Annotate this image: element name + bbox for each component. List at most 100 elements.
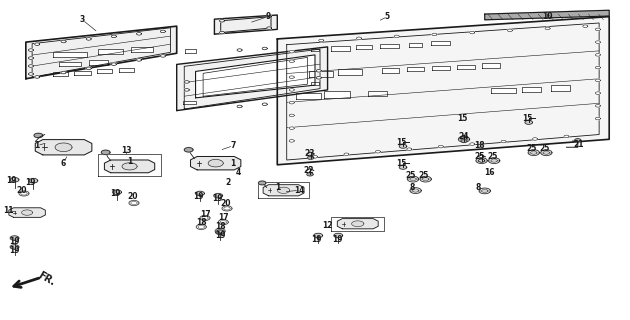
Polygon shape xyxy=(595,105,600,107)
Polygon shape xyxy=(289,76,294,78)
Text: 15: 15 xyxy=(522,114,532,123)
Polygon shape xyxy=(311,82,319,85)
Text: 25: 25 xyxy=(474,152,485,161)
Polygon shape xyxy=(525,121,532,124)
Text: 18: 18 xyxy=(215,222,226,231)
Polygon shape xyxy=(28,65,33,67)
Text: 17: 17 xyxy=(200,210,211,219)
Polygon shape xyxy=(131,47,153,52)
Polygon shape xyxy=(277,187,290,193)
Text: 2: 2 xyxy=(226,178,231,187)
Polygon shape xyxy=(35,43,40,45)
Polygon shape xyxy=(219,20,224,22)
Text: 20: 20 xyxy=(127,192,138,201)
Polygon shape xyxy=(532,138,537,140)
Polygon shape xyxy=(89,60,108,65)
Polygon shape xyxy=(61,40,66,43)
Polygon shape xyxy=(338,69,362,75)
Text: 4: 4 xyxy=(236,168,241,177)
Polygon shape xyxy=(237,49,242,51)
Polygon shape xyxy=(432,33,437,36)
Polygon shape xyxy=(52,52,87,57)
Text: 14: 14 xyxy=(294,186,304,195)
Polygon shape xyxy=(137,59,142,61)
Polygon shape xyxy=(484,10,609,20)
Polygon shape xyxy=(316,76,321,79)
Polygon shape xyxy=(528,150,539,156)
Polygon shape xyxy=(564,135,569,138)
Text: 25: 25 xyxy=(527,144,537,153)
Polygon shape xyxy=(9,208,45,217)
Polygon shape xyxy=(190,156,241,170)
Text: 20: 20 xyxy=(16,186,26,195)
Text: 19: 19 xyxy=(312,235,322,244)
Polygon shape xyxy=(262,103,267,106)
Text: 5: 5 xyxy=(385,12,390,21)
Polygon shape xyxy=(408,176,419,182)
Text: 22: 22 xyxy=(304,166,314,175)
Polygon shape xyxy=(357,37,362,40)
Polygon shape xyxy=(331,46,350,51)
Polygon shape xyxy=(262,47,267,50)
Polygon shape xyxy=(35,140,92,155)
Text: 15: 15 xyxy=(396,138,407,147)
Polygon shape xyxy=(101,150,110,155)
Polygon shape xyxy=(595,66,600,69)
Polygon shape xyxy=(28,73,33,75)
Polygon shape xyxy=(312,156,318,158)
Polygon shape xyxy=(96,69,112,74)
Polygon shape xyxy=(161,55,166,57)
Text: 18: 18 xyxy=(474,141,485,150)
Polygon shape xyxy=(137,33,142,35)
Polygon shape xyxy=(469,31,474,34)
Polygon shape xyxy=(266,15,272,18)
Polygon shape xyxy=(337,219,378,229)
Polygon shape xyxy=(202,216,208,220)
Polygon shape xyxy=(438,145,444,148)
Polygon shape xyxy=(595,79,600,82)
Polygon shape xyxy=(289,101,294,104)
Text: FR.: FR. xyxy=(37,270,57,287)
Polygon shape xyxy=(26,26,176,79)
Polygon shape xyxy=(324,91,350,98)
Text: 1: 1 xyxy=(35,141,40,150)
Polygon shape xyxy=(10,236,19,240)
Polygon shape xyxy=(311,49,319,51)
Text: 19: 19 xyxy=(26,178,36,187)
Polygon shape xyxy=(352,221,364,227)
Polygon shape xyxy=(258,181,266,185)
Polygon shape xyxy=(307,173,313,176)
Polygon shape xyxy=(184,89,189,91)
Polygon shape xyxy=(482,63,500,68)
Text: 9: 9 xyxy=(265,12,270,21)
Polygon shape xyxy=(399,165,407,169)
Polygon shape xyxy=(469,143,474,145)
Polygon shape xyxy=(263,185,304,196)
Polygon shape xyxy=(183,101,195,104)
Polygon shape xyxy=(208,159,223,167)
Polygon shape xyxy=(61,71,66,74)
Text: 19: 19 xyxy=(193,192,204,201)
Polygon shape xyxy=(131,201,137,204)
Polygon shape xyxy=(409,43,423,47)
Polygon shape xyxy=(34,133,43,138)
Polygon shape xyxy=(461,138,467,141)
Text: 13: 13 xyxy=(121,146,132,155)
Polygon shape xyxy=(29,179,38,183)
Polygon shape xyxy=(112,63,117,65)
Polygon shape xyxy=(380,44,399,48)
Polygon shape xyxy=(543,151,549,154)
Polygon shape xyxy=(113,190,122,195)
Polygon shape xyxy=(105,160,155,173)
Polygon shape xyxy=(289,50,294,53)
Text: 19: 19 xyxy=(332,235,342,244)
Polygon shape xyxy=(118,68,134,72)
Polygon shape xyxy=(309,71,333,77)
Polygon shape xyxy=(491,88,516,93)
Polygon shape xyxy=(122,163,137,170)
Polygon shape xyxy=(266,27,272,29)
Polygon shape xyxy=(196,224,206,229)
Polygon shape xyxy=(476,158,487,164)
Polygon shape xyxy=(21,192,27,195)
Text: 1: 1 xyxy=(127,157,132,166)
